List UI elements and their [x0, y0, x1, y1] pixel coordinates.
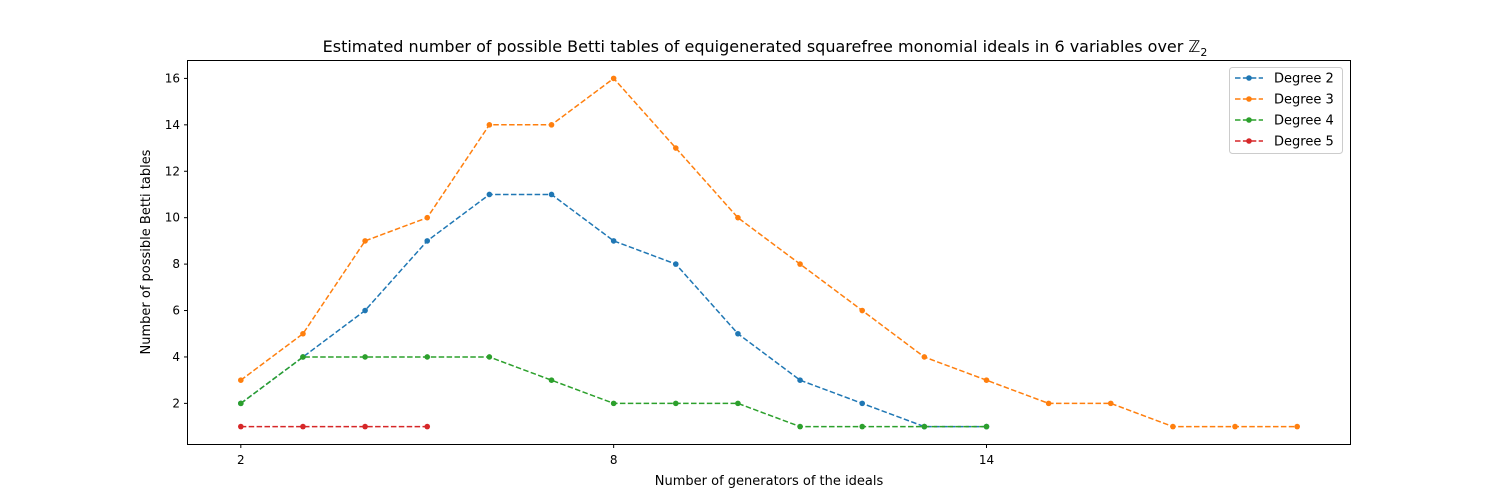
data-point [362, 354, 368, 360]
y-axis: 2 4 6 8 10 12 14 16 [165, 71, 188, 410]
legend-label: Degree 5 [1274, 135, 1334, 150]
data-point [548, 191, 555, 198]
data-point [859, 307, 866, 314]
y-tick-label: 6 [172, 304, 180, 318]
legend-marker [1246, 75, 1252, 81]
data-point [921, 423, 928, 430]
data-point [300, 330, 306, 337]
series-layer [238, 75, 1300, 430]
data-point [859, 400, 866, 407]
data-point [486, 191, 493, 198]
y-tick-label: 10 [165, 211, 180, 225]
legend-item: Degree 5 [1235, 135, 1334, 150]
y-tick-label: 12 [165, 164, 180, 178]
legend-box [1229, 67, 1343, 154]
data-point [610, 238, 617, 244]
y-axis-label: Number of possible Betti tables [139, 149, 154, 354]
x-tick-label: 2 [237, 453, 245, 467]
data-point [424, 354, 431, 360]
x-tick-label: 8 [610, 453, 618, 467]
data-point [921, 354, 928, 360]
legend-item: Degree 4 [1235, 114, 1334, 129]
data-point [1107, 400, 1114, 407]
data-point [1170, 423, 1176, 430]
legend-marker [1246, 117, 1252, 123]
data-point [362, 307, 368, 314]
data-point [300, 423, 306, 430]
y-tick-label: 8 [172, 257, 180, 271]
data-point [983, 423, 990, 430]
series-line [240, 356, 987, 428]
y-tick-label: 4 [172, 350, 180, 364]
series-line [240, 193, 987, 428]
data-point [672, 145, 679, 151]
data-point [735, 330, 741, 337]
y-tick-label: 2 [172, 396, 180, 410]
data-point [238, 400, 244, 407]
legend-item: Degree 2 [1235, 72, 1334, 87]
data-point [983, 377, 990, 383]
y-tick-label: 16 [165, 71, 180, 85]
data-point [859, 423, 866, 430]
series-degree-4 [238, 354, 990, 430]
x-tick-label: 14 [979, 453, 994, 467]
data-point [672, 400, 679, 407]
y-tick-label: 14 [165, 118, 180, 132]
plot-frame [187, 60, 1351, 445]
legend-marker [1246, 138, 1252, 144]
data-point [424, 214, 431, 221]
legend: Degree 2 Degree 3 Degree 4 Degree 5 [1229, 67, 1343, 154]
data-point [735, 400, 741, 407]
data-point [424, 238, 431, 244]
legend-label: Degree 4 [1274, 114, 1334, 129]
data-point [424, 423, 431, 430]
data-point [797, 261, 803, 267]
data-point [797, 377, 803, 383]
data-point [486, 122, 493, 128]
series-line [240, 77, 1298, 428]
data-point [735, 214, 741, 221]
data-point [486, 354, 493, 360]
data-point [1294, 423, 1300, 430]
data-point [362, 423, 368, 430]
x-axis: 2 8 14 [237, 444, 994, 467]
data-point [300, 354, 306, 360]
chart-title-text: Estimated number of possible Betti table… [323, 37, 1184, 56]
legend-label: Degree 3 [1274, 93, 1334, 108]
chart-title-symbol: ℤ [1188, 37, 1200, 56]
legend-item: Degree 3 [1235, 93, 1334, 108]
data-point [548, 122, 555, 128]
data-point [1045, 400, 1052, 407]
data-point [610, 75, 617, 82]
legend-label: Degree 2 [1274, 72, 1334, 87]
data-point [548, 377, 555, 383]
chart-title: Estimated number of possible Betti table… [323, 37, 1208, 59]
chart-title-subscript: 2 [1200, 46, 1207, 59]
data-point [1232, 423, 1238, 430]
series-degree-3 [238, 75, 1300, 430]
series-degree-5 [238, 423, 431, 430]
data-point [672, 261, 679, 267]
data-point [238, 423, 244, 430]
series-degree-2 [238, 191, 990, 430]
x-axis-label: Number of generators of the ideals [655, 474, 884, 489]
data-point [610, 400, 617, 407]
legend-marker [1246, 96, 1252, 102]
data-point [238, 377, 244, 383]
data-point [362, 238, 368, 244]
data-point [797, 423, 803, 430]
